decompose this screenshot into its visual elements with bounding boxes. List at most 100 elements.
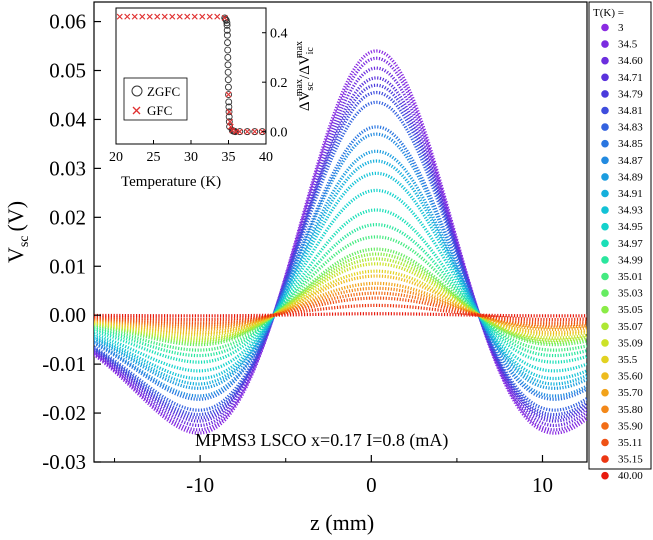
inset-gfc-stroke bbox=[251, 128, 258, 135]
y-tick-label: 0.05 bbox=[49, 59, 86, 83]
legend-marker bbox=[601, 106, 609, 115]
legend-label: 35.03 bbox=[618, 288, 643, 300]
series-line-1 bbox=[94, 56, 587, 432]
series-line-21 bbox=[94, 274, 587, 335]
legend-label: 35.5 bbox=[618, 354, 638, 366]
legend-marker bbox=[601, 455, 609, 463]
inset-y-title-sup1: max bbox=[294, 79, 305, 96]
inset-points bbox=[116, 13, 266, 136]
legend-label: 35.60 bbox=[618, 371, 643, 383]
legend-label: 34.91 bbox=[618, 188, 643, 200]
legend-label: 34.83 bbox=[618, 122, 643, 134]
inset-zgfc-point bbox=[225, 91, 233, 98]
inset-zgfc-point bbox=[224, 83, 232, 91]
inset-gfc-stroke bbox=[184, 13, 191, 20]
y-axis-title-sub: sc bbox=[17, 235, 32, 247]
series-line-16 bbox=[94, 247, 587, 347]
inset-zgfc-point bbox=[224, 54, 232, 61]
inset-gfc-stroke bbox=[116, 13, 123, 20]
inset-gfc-point bbox=[227, 118, 233, 125]
inset-zgfc-point bbox=[243, 128, 251, 136]
inset-gfc-stroke bbox=[191, 13, 198, 20]
series-line-25 bbox=[94, 296, 587, 325]
inset-gfc-stroke bbox=[225, 91, 232, 98]
legend-label: 35.80 bbox=[618, 404, 643, 416]
inset-zgfc-point bbox=[223, 31, 231, 39]
inset-gfc-point bbox=[225, 91, 232, 98]
inset-zgfc-point bbox=[223, 26, 231, 34]
inset-y-title-main: ΔV bbox=[297, 90, 313, 111]
legend-marker bbox=[601, 90, 609, 98]
legend-marker bbox=[601, 156, 609, 165]
legend-label: 34.71 bbox=[618, 72, 643, 84]
inset-gfc-stroke bbox=[169, 13, 176, 20]
inset-zgfc-point bbox=[224, 46, 232, 54]
inset-y-tick-label: 0.4 bbox=[270, 27, 288, 42]
y-tick-label: 0.06 bbox=[49, 10, 86, 34]
legend-label: 34.89 bbox=[618, 171, 643, 183]
legend-marker bbox=[601, 322, 609, 331]
inset-gfc-point bbox=[206, 13, 213, 20]
legend-marker bbox=[601, 189, 609, 198]
inset-legend-zgfc-label: ZGFC bbox=[147, 84, 180, 99]
y-tick-label: -0.01 bbox=[42, 352, 86, 376]
inset-gfc-stroke bbox=[161, 13, 168, 20]
legend-marker bbox=[601, 256, 609, 264]
inset-legend-gfc-marker bbox=[132, 106, 141, 115]
inset-x-axis-title: Temperature (K) bbox=[121, 174, 221, 190]
series-line-20 bbox=[94, 269, 587, 337]
inset-zgfc-point bbox=[225, 108, 233, 116]
legend-marker bbox=[601, 73, 609, 82]
measurement-annotation: MPMS3 LSCO x=0.17 I=0.8 (mA) bbox=[195, 430, 448, 451]
inset-gfc-point bbox=[229, 127, 236, 134]
inset-gfc-stroke bbox=[229, 127, 236, 134]
series-line-0 bbox=[94, 49, 587, 435]
y-axis-title: Vsc (V) bbox=[3, 201, 32, 263]
legend-items: 3 34.5 34.60 34.71 34.79 34.81 34.83 34.85 34.87… bbox=[601, 22, 643, 482]
series-line-13 bbox=[94, 208, 587, 364]
inset-x-tick-label: 30 bbox=[184, 150, 198, 165]
legend-label: 34.81 bbox=[618, 105, 643, 117]
inset-y-title-sub1: sc bbox=[305, 82, 316, 91]
inset-gfc-point bbox=[146, 13, 153, 20]
series-line-11 bbox=[94, 171, 587, 381]
legend-label: 35.70 bbox=[618, 387, 643, 399]
inset-gfc-stroke bbox=[236, 128, 243, 135]
legend-marker bbox=[601, 372, 609, 380]
inset-zgfc-point bbox=[224, 61, 232, 69]
legend-marker bbox=[601, 272, 609, 281]
series-line-19 bbox=[94, 262, 587, 340]
legend-marker bbox=[601, 355, 609, 364]
legend-marker bbox=[601, 289, 609, 297]
x-tick-label: 10 bbox=[532, 473, 553, 497]
series-line-3 bbox=[94, 76, 587, 423]
x-tick-label: -10 bbox=[186, 473, 214, 497]
legend-label: 3 bbox=[618, 22, 624, 34]
y-tick-label: 0.02 bbox=[49, 205, 86, 229]
legend-marker bbox=[601, 305, 609, 314]
y-tick-label: 0.01 bbox=[49, 254, 86, 278]
legend-marker bbox=[601, 40, 609, 48]
inset-gfc-stroke bbox=[146, 13, 153, 20]
inset-gfc-point bbox=[161, 13, 168, 20]
inset-gfc-point bbox=[236, 128, 243, 135]
inset-gfc-point bbox=[251, 128, 258, 135]
x-tick-label: 0 bbox=[366, 473, 377, 497]
legend-label: 35.05 bbox=[618, 304, 643, 316]
main-plot-frame bbox=[93, 1, 588, 463]
legend-label: 35.07 bbox=[618, 321, 643, 333]
inset-gfc-point bbox=[124, 13, 131, 20]
inset-gfc-point bbox=[184, 13, 191, 20]
inset-zgfc-point bbox=[223, 21, 231, 29]
series-line-5 bbox=[94, 90, 587, 417]
series-line-8 bbox=[94, 132, 587, 398]
inset-gfc-stroke bbox=[214, 13, 221, 20]
legend-marker bbox=[601, 339, 609, 347]
inset-gfc-stroke bbox=[131, 13, 138, 20]
legend-marker bbox=[601, 471, 609, 480]
legend-marker bbox=[601, 206, 609, 214]
inset-zgfc-point bbox=[224, 39, 231, 47]
y-tick-label: 0.04 bbox=[49, 107, 86, 131]
series-line-15 bbox=[94, 235, 587, 352]
inset-zgfc-point bbox=[225, 98, 233, 106]
